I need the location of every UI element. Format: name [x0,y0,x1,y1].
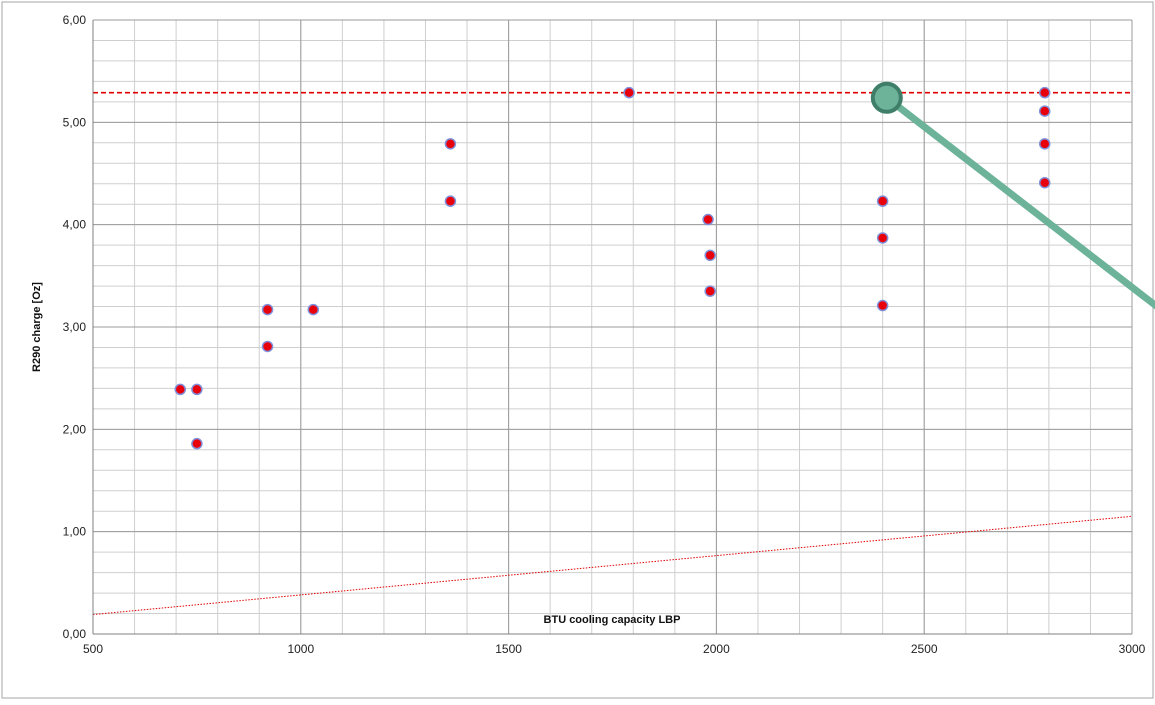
annotation [870,81,1155,310]
annotation-pointer-line [884,95,1155,310]
y-tick-label: 2,00 [63,422,87,436]
data-point [307,303,320,316]
data-point [261,340,274,353]
data-point [261,303,274,316]
x-tick-label: 2000 [703,642,730,656]
data-point [191,383,203,396]
data-point [702,213,714,226]
data-point [1038,176,1051,189]
x-tick-label: 1500 [495,642,522,656]
data-point [876,195,889,207]
y-tick-label: 5,00 [63,115,87,129]
data-point [174,383,187,396]
y-tick-label: 3,00 [63,320,87,334]
annotation-marker [870,81,903,114]
x-tick-label: 1000 [287,642,314,656]
grid [92,19,1133,635]
data-point [444,195,457,207]
axes: 500 1000 1500 2000 2500 3000 0,00 1,00 2,00 3,00 4… [63,13,1146,656]
data-point [704,249,716,262]
data-point [1038,105,1051,117]
data-points [174,86,1051,450]
y-tick-label: 4,00 [63,218,87,232]
x-tick-label: 500 [83,642,103,656]
data-point [1038,86,1051,99]
data-point [623,86,635,99]
data-point [704,285,716,297]
y-tick-label: 0,00 [63,627,87,641]
data-point [876,232,889,244]
y-tick-label: 1,00 [63,525,87,539]
x-tick-label: 2500 [911,642,938,656]
data-point [444,138,457,150]
y-tick-label: 6,00 [63,13,87,27]
data-point [876,299,889,312]
reference-lines [92,91,1133,616]
y-axis-title: R290 charge [Oz] [31,282,43,372]
data-point [191,437,203,450]
x-tick-label: 3000 [1119,642,1146,656]
x-axis-title: BTU cooling capacity LBP [544,614,681,626]
data-point [1038,138,1051,150]
